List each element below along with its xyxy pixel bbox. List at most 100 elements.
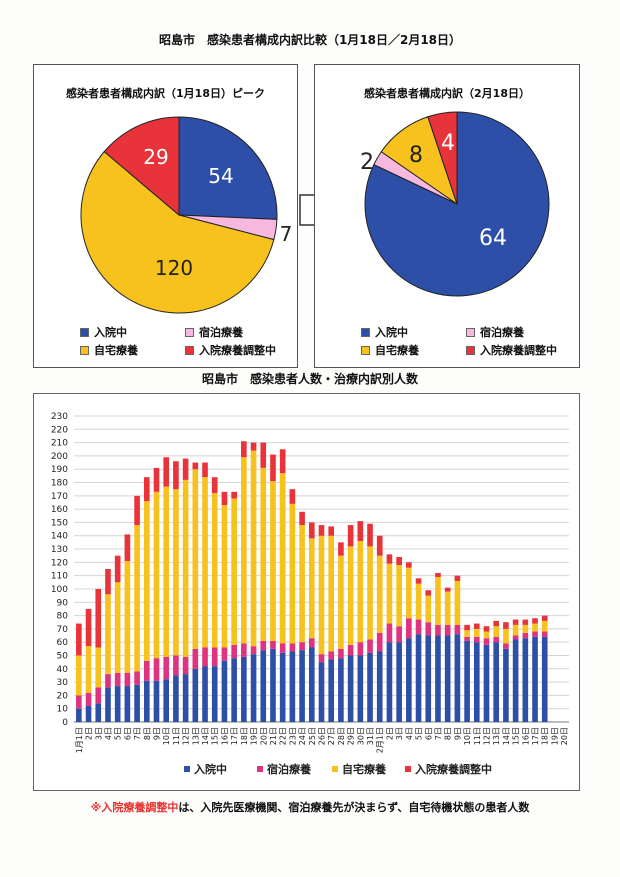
bar-segment: [260, 650, 267, 722]
bar-segment: [328, 526, 335, 536]
bar-segment: [95, 687, 102, 704]
bar-segment: [153, 658, 160, 681]
x-tick-label: 4日: [405, 727, 414, 740]
bar-segment: [444, 635, 451, 722]
legend-swatch: [80, 345, 89, 355]
x-tick-label: 29日: [347, 727, 356, 745]
bar-segment: [328, 651, 335, 660]
x-tick-label: 9日: [153, 727, 162, 740]
bar-segment: [493, 620, 500, 627]
bar-segment: [163, 486, 170, 657]
legend-label: 入院療養調整中: [480, 344, 557, 357]
pie-data-label: 4: [441, 131, 455, 156]
legend-label: 宿泊療養: [480, 326, 524, 339]
bar-segment: [444, 591, 451, 625]
bar-segment: [541, 615, 548, 621]
bar-segment: [483, 644, 490, 722]
legend-swatch: [185, 327, 194, 337]
x-tick-label: 9日: [453, 727, 462, 740]
bar-segment: [376, 535, 383, 556]
bar-segment: [318, 662, 325, 722]
bar-segment: [143, 680, 150, 722]
pie-slice-0: [364, 111, 550, 297]
bar-segment: [211, 666, 218, 722]
bar-segment: [357, 521, 364, 542]
bar-segment: [163, 679, 170, 722]
x-tick-label: 8日: [143, 727, 152, 740]
bar-segment: [173, 489, 179, 656]
bar-segment: [250, 450, 257, 647]
bar-segment: [76, 623, 82, 656]
bar-segment: [182, 458, 189, 480]
x-tick-label: 6日: [424, 727, 433, 740]
pie-data-label: 2: [360, 150, 374, 175]
bar-segment: [318, 535, 325, 655]
y-tick-label: 210: [51, 439, 68, 449]
bar-segment: [454, 580, 461, 625]
bar-segment: [376, 651, 383, 722]
bar-segment: [202, 462, 208, 478]
bar-segment: [289, 503, 296, 644]
bar-segment: [357, 642, 364, 656]
bar-segment: [473, 628, 480, 637]
bar-segment: [105, 569, 111, 595]
bar-segment: [347, 546, 354, 645]
bar-segment: [153, 467, 160, 492]
pie-data-label: 8: [409, 143, 423, 168]
bar-segment: [182, 674, 189, 722]
pie-chart-jan: 54 7 120 29: [80, 116, 292, 314]
legend-label: 自宅療養: [94, 344, 138, 357]
bar-segment: [367, 639, 373, 653]
bar-segment: [279, 652, 286, 722]
bar-segment: [241, 457, 247, 644]
bar-segment: [357, 541, 364, 643]
bar-chart-panel: 0 10 20 30 40 50 60 70 80 90 100 110 120 130 140 150 160…: [33, 393, 580, 791]
bar-segment: [522, 624, 529, 633]
x-tick-label: 20日: [560, 727, 569, 745]
bar-segment: [85, 692, 92, 707]
bar-segment: [270, 481, 276, 641]
bar-segment: [532, 623, 538, 632]
legend-label: 宿泊療養: [199, 326, 243, 339]
bar-segment: [114, 582, 121, 673]
legend-swatch: [466, 345, 475, 355]
bar-segment: [454, 634, 461, 722]
y-tick-label: 220: [51, 425, 68, 435]
bar-segment: [386, 554, 393, 564]
x-tick-label: 27日: [327, 727, 336, 745]
x-tick-label: 2月1日: [376, 727, 385, 753]
pie-slice-3: [103, 116, 180, 217]
x-tick-label: 11日: [172, 727, 181, 745]
x-tick-label: 8日: [444, 727, 453, 740]
bar-segment: [85, 646, 92, 693]
y-tick-label: 10: [57, 705, 69, 715]
bar-segment: [444, 624, 451, 636]
bar-segment: [483, 631, 490, 639]
bar-segment: [338, 555, 344, 649]
bar-segment: [338, 658, 344, 722]
bar-segment: [95, 647, 102, 688]
y-tick-label: 130: [51, 545, 68, 555]
x-tick-label: 2日: [385, 727, 394, 740]
bar-segment: [406, 638, 412, 722]
bar-segment: [270, 454, 276, 482]
bar-segment: [211, 477, 218, 494]
y-tick-label: 140: [51, 532, 68, 542]
bar-segment: [464, 630, 470, 637]
bar-segment: [512, 624, 519, 636]
bar-segment: [76, 655, 82, 696]
x-tick-label: 14日: [502, 727, 511, 745]
x-tick-label: 3日: [94, 727, 103, 740]
bar-segment: [182, 479, 189, 657]
bar-segment: [435, 576, 441, 625]
bar-segment: [143, 477, 150, 502]
footnote-highlight: 入院療養調整中: [101, 801, 179, 814]
bar-segment: [231, 498, 237, 645]
bar-segment: [347, 644, 354, 656]
x-tick-label: 14日: [201, 727, 210, 745]
x-tick-label: 2日: [85, 727, 94, 740]
bar-segment: [376, 555, 383, 633]
bar-segment: [493, 636, 500, 643]
bar-segment: [95, 703, 102, 722]
x-tick-label: 11日: [473, 727, 482, 745]
